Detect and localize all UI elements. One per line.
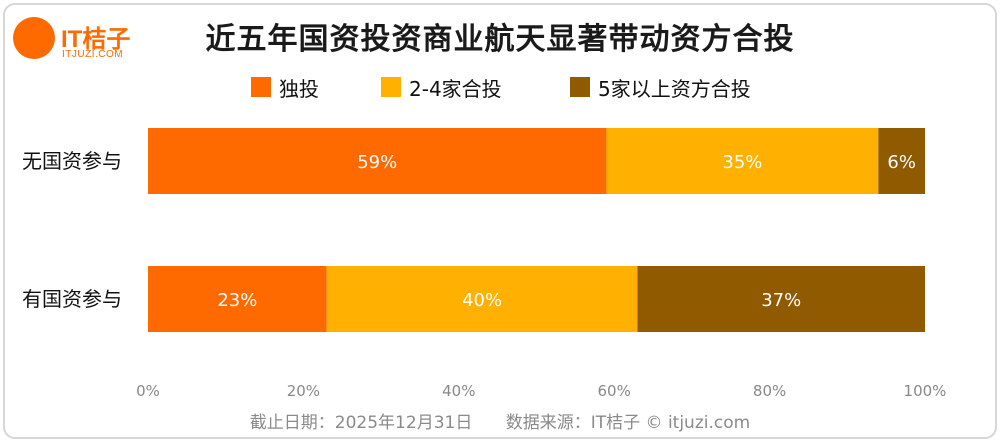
bar-segment bbox=[148, 266, 327, 332]
x-tick-label: 100% bbox=[904, 382, 947, 400]
legend-swatch bbox=[570, 77, 590, 97]
bar-value-label: 6% bbox=[887, 152, 916, 173]
x-tick-label: 20% bbox=[287, 382, 320, 400]
bar-value-label: 40% bbox=[462, 290, 502, 311]
legend-item-5plus-coinvest: 5家以上资方合投 bbox=[570, 72, 751, 102]
orange-slice-icon bbox=[13, 17, 55, 59]
x-tick-label: 60% bbox=[598, 382, 631, 400]
data-source: 数据来源：IT桔子 © itjuzi.com bbox=[505, 413, 751, 433]
category-label: 有国资参与 bbox=[22, 287, 122, 311]
legend-swatch bbox=[251, 77, 271, 97]
legend-label: 独投 bbox=[279, 76, 319, 101]
chart-footer: 截止日期：2025年12月31日 数据来源：IT桔子 © itjuzi.com bbox=[0, 408, 1000, 433]
x-tick-label: 80% bbox=[753, 382, 786, 400]
legend-swatch bbox=[381, 77, 401, 97]
logo-text: IT桔子 bbox=[61, 26, 131, 53]
cutoff-date: 截止日期：2025年12月31日 bbox=[249, 413, 473, 433]
bar-segment bbox=[606, 128, 879, 194]
chart-title: 近五年国资投资商业航天显著带动资方合投 bbox=[205, 22, 795, 57]
category-label: 无国资参与 bbox=[22, 149, 122, 173]
legend-label: 2-4家合投 bbox=[409, 76, 502, 101]
bar-value-label: 59% bbox=[357, 152, 397, 173]
legend-item-2-4-coinvest: 2-4家合投 bbox=[381, 72, 502, 102]
bar-segment bbox=[326, 266, 638, 332]
bar-value-label: 35% bbox=[722, 152, 762, 173]
bar-value-label: 37% bbox=[761, 290, 801, 311]
chart-legend: 独投 2-4家合投 5家以上资方合投 bbox=[0, 72, 1000, 102]
bar-value-label: 23% bbox=[217, 290, 257, 311]
bar-segment bbox=[637, 266, 925, 332]
bar-segment bbox=[148, 128, 607, 194]
logo-subtext: ITJUZI.COM bbox=[62, 49, 124, 60]
legend-label: 5家以上资方合投 bbox=[598, 76, 751, 101]
x-tick-label: 40% bbox=[442, 382, 475, 400]
brand-logo: IT桔子 ITJUZI.COM bbox=[13, 15, 163, 69]
chart-frame: IT桔子 ITJUZI.COM bbox=[3, 3, 997, 439]
legend-item-solo: 独投 bbox=[251, 72, 319, 102]
x-tick-label: 0% bbox=[136, 382, 160, 400]
bar-segment bbox=[878, 128, 925, 194]
